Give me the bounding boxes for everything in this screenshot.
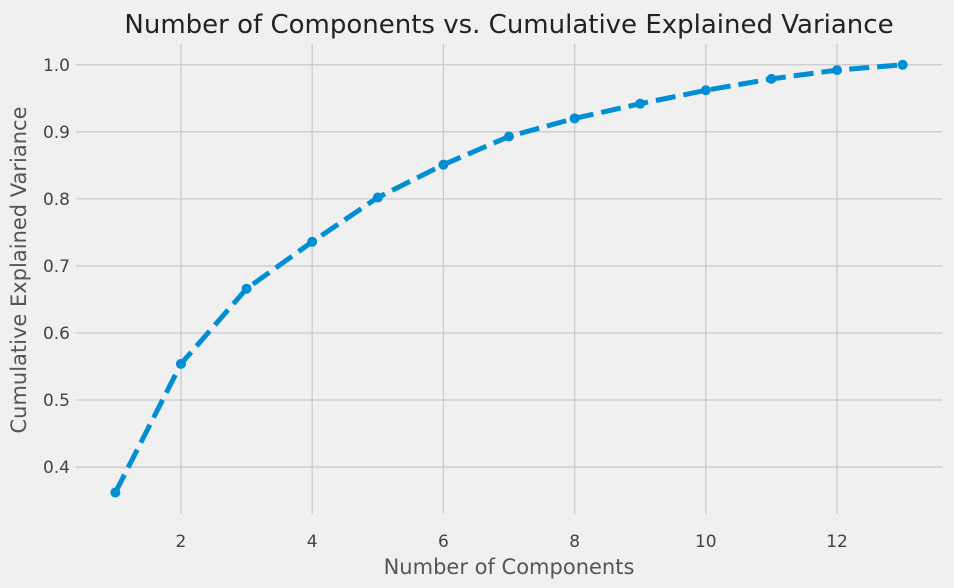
x-tick-label: 8 — [569, 532, 580, 552]
data-point — [110, 487, 121, 498]
data-point — [504, 131, 514, 142]
y-tick-label: 0.6 — [43, 324, 70, 344]
y-tick-label: 0.5 — [43, 391, 70, 411]
x-tick-label: 12 — [826, 532, 848, 552]
x-tick-label: 10 — [695, 532, 717, 552]
data-point — [766, 73, 777, 84]
data-point — [832, 65, 843, 76]
y-tick-label: 0.7 — [43, 257, 70, 277]
data-point — [175, 358, 186, 369]
data-point — [438, 159, 449, 170]
data-point — [635, 98, 646, 109]
data-point — [372, 192, 383, 203]
data-point — [307, 236, 318, 247]
y-axis-title: Cumulative Explained Variance — [7, 106, 31, 433]
series-layer — [110, 59, 908, 498]
grid — [76, 44, 942, 514]
chart-title: Number of Components vs. Cumulative Expl… — [124, 10, 893, 40]
y-tick-labels: 0.4 0.5 0.6 0.7 0.8 0.9 1.0 — [43, 56, 70, 478]
data-point — [569, 113, 580, 124]
y-tick-label: 0.8 — [43, 190, 70, 210]
x-tick-labels: 2 4 6 8 10 12 — [176, 532, 848, 552]
y-tick-label: 1.0 — [43, 56, 70, 76]
data-point — [241, 283, 252, 294]
x-axis-title: Number of Components — [384, 555, 635, 579]
x-tick-label: 2 — [176, 532, 187, 552]
x-tick-label: 4 — [307, 532, 318, 552]
x-tick-label: 6 — [438, 532, 449, 552]
data-point — [897, 59, 908, 70]
y-tick-label: 0.4 — [43, 458, 70, 478]
y-tick-label: 0.9 — [43, 123, 70, 143]
data-point — [700, 85, 711, 96]
